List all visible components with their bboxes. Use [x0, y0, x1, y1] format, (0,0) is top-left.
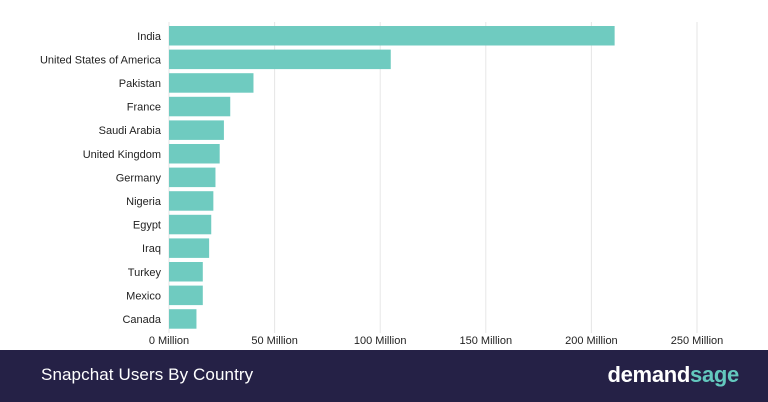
category-label: France: [127, 102, 161, 114]
bar: [169, 262, 203, 282]
category-label: India: [137, 31, 162, 43]
x-tick-label: 100 Million: [354, 335, 407, 347]
footer-banner: Snapchat Users By Country demandsage: [0, 350, 768, 402]
category-label: Mexico: [126, 290, 161, 302]
brand-logo-part2: sage: [690, 362, 739, 387]
bar: [169, 144, 220, 164]
bar-chart: India United States of America Pakistan Fra…: [40, 22, 724, 347]
category-label: Iraq: [142, 243, 161, 255]
bar: [169, 309, 197, 329]
brand-logo-part1: demand: [607, 362, 691, 387]
bar: [169, 238, 210, 258]
category-label: Nigeria: [126, 196, 162, 208]
category-label: Egypt: [133, 220, 161, 232]
brand-logo: demandsage: [607, 362, 739, 388]
bar: [169, 73, 254, 93]
chart-caption: Snapchat Users By Country: [41, 365, 254, 384]
category-label: United States of America: [40, 54, 162, 66]
bar: [169, 285, 203, 306]
bar: [169, 49, 391, 70]
bar: [169, 96, 231, 117]
chart-area: India United States of America Pakistan Fra…: [40, 22, 724, 347]
category-label: Germany: [116, 172, 162, 184]
x-tick-label: 50 Million: [251, 335, 297, 347]
category-label: Saudi Arabia: [99, 125, 162, 137]
bar: [169, 26, 615, 46]
bar: [169, 167, 216, 188]
x-tick-label: 0 Million: [149, 335, 189, 347]
x-tick-label: 200 Million: [565, 335, 618, 347]
x-tick-label: 150 Million: [460, 335, 513, 347]
bar: [169, 191, 214, 211]
bar: [169, 120, 224, 140]
category-label: Canada: [122, 314, 161, 326]
x-tick-label: 250 Million: [671, 335, 724, 347]
category-label: Pakistan: [119, 78, 161, 90]
bar: [169, 214, 212, 235]
category-label: Turkey: [128, 267, 162, 279]
category-label: United Kingdom: [83, 149, 161, 161]
